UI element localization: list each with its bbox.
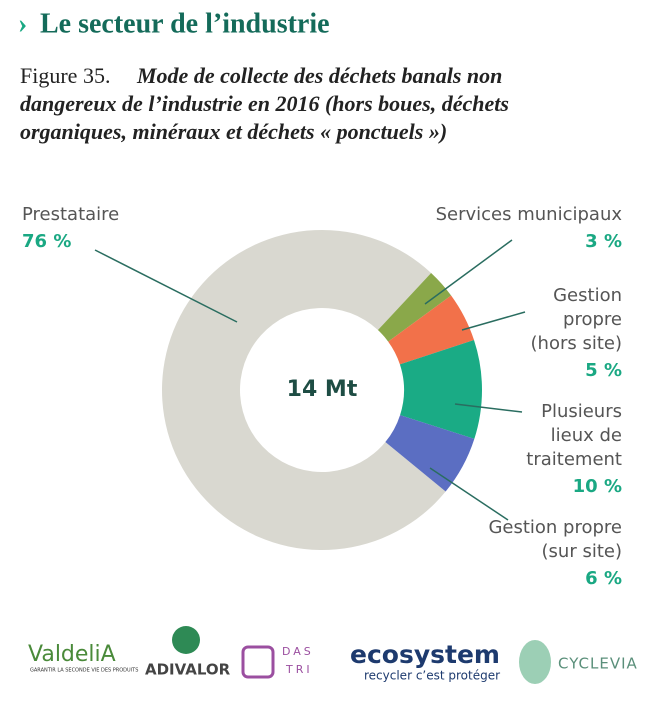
- header-title: Le secteur de l’industrie: [40, 8, 330, 39]
- segment-label: (hors site): [531, 333, 622, 354]
- logo-tagline: GARANTIR LA SECONDE VIE DES PRODUITS: [30, 668, 138, 674]
- donut-segment: [162, 229, 446, 550]
- segment-label: lieux de: [551, 425, 622, 446]
- segment-label: Plusieurs: [541, 401, 622, 422]
- logo-valdelia: ValdeliA: [28, 642, 116, 667]
- logo-dastri: DAS: [282, 645, 314, 658]
- logo-dastri: TRI: [285, 663, 313, 676]
- value-label: 10 %: [573, 476, 622, 497]
- value-label: 5 %: [585, 360, 622, 381]
- logo-icon: [519, 640, 551, 684]
- leader-line: [94, 249, 238, 323]
- segment-label: (sur site): [542, 541, 622, 562]
- logo-tagline: recycler c’est protéger: [364, 669, 500, 683]
- segment-label: Services municipaux: [436, 204, 623, 225]
- leader-line: [424, 239, 513, 305]
- segment-label: Gestion propre: [488, 517, 622, 538]
- value-label: 6 %: [585, 568, 622, 589]
- logo-ecosystem: ecosystem: [350, 640, 500, 669]
- caption-line: dangereux de l’industrie en 2016 (hors b…: [20, 91, 509, 116]
- caption-line: Mode de collecte des déchets banals non: [136, 63, 502, 88]
- logo-icon: [172, 626, 200, 654]
- caption-line: organiques, minéraux et déchets « ponctu…: [20, 119, 447, 144]
- value-label: 3 %: [585, 231, 622, 252]
- donut-segment: [399, 340, 482, 439]
- figure-number: Figure 35.: [20, 63, 110, 88]
- value-label: 76 %: [22, 231, 71, 252]
- leader-line: [461, 311, 526, 331]
- logo-icon: [241, 645, 275, 679]
- logo-cyclevia: CYCLEVIA: [558, 655, 638, 673]
- header-chevron: ›: [18, 8, 27, 39]
- segment-label: Gestion: [553, 285, 622, 306]
- center-label: 14 Mt: [287, 377, 358, 402]
- segment-label: propre: [563, 309, 622, 330]
- segment-label: traitement: [526, 449, 622, 470]
- donut-segment: [377, 272, 452, 342]
- donut-segment: [388, 295, 474, 365]
- leader-line: [429, 467, 509, 521]
- leader-line: [454, 403, 523, 413]
- logo-adivalor: ADIVALOR: [145, 661, 231, 679]
- segment-label: Prestataire: [22, 204, 119, 225]
- donut-segment: [385, 415, 475, 492]
